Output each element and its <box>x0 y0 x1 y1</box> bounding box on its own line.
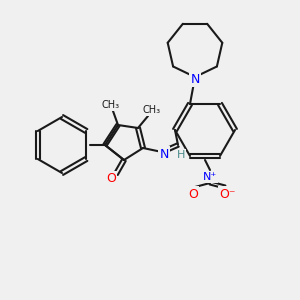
Text: CH₃: CH₃ <box>102 100 120 110</box>
Text: N⁺: N⁺ <box>203 172 217 182</box>
Text: H: H <box>177 150 185 160</box>
Text: N: N <box>190 73 200 85</box>
Text: N: N <box>159 148 169 160</box>
Text: O: O <box>106 172 116 185</box>
Text: O: O <box>188 188 198 200</box>
Text: O⁻: O⁻ <box>219 188 235 200</box>
Text: CH₃: CH₃ <box>143 105 161 115</box>
